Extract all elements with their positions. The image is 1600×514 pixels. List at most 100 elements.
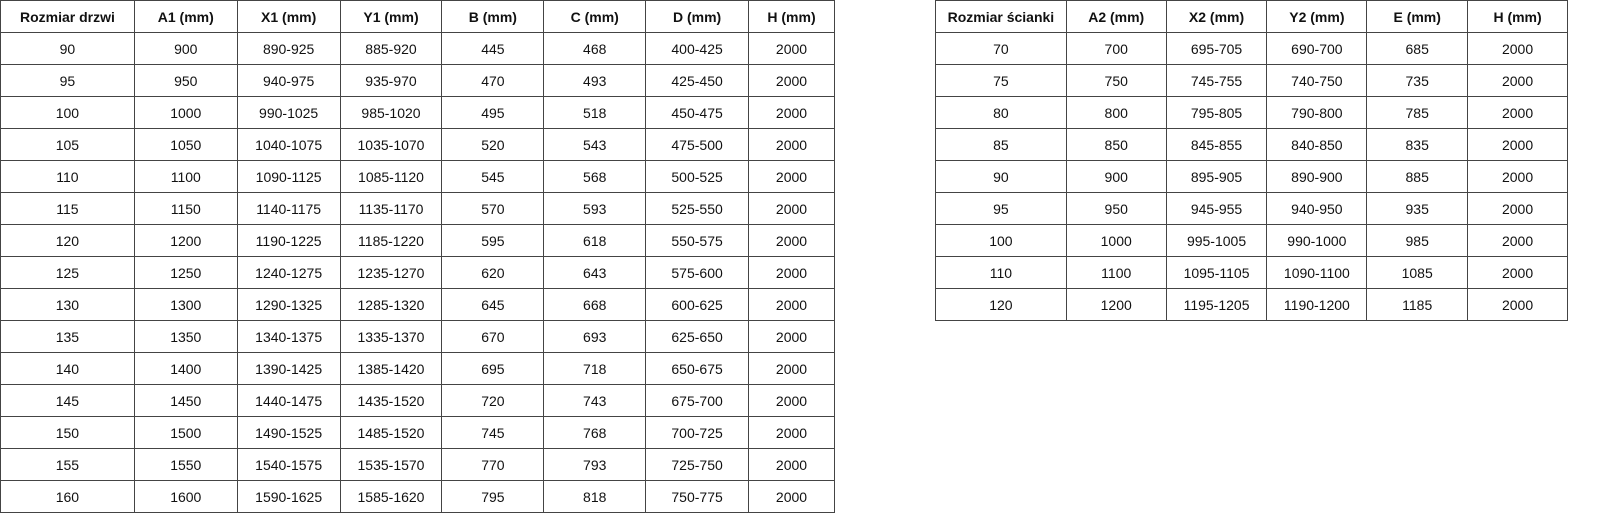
table-cell: 1135-1170 — [339, 192, 443, 225]
table-row: 90 900 895-905 890-900 885 2000 — [935, 160, 1568, 193]
table-cell: 1250 — [133, 256, 238, 289]
table-cell: 125 — [0, 256, 135, 289]
table-cell: 793 — [543, 448, 647, 481]
table-cell: 2000 — [748, 480, 835, 513]
table-cell: 80 — [935, 96, 1067, 129]
table-cell: 800 — [1065, 96, 1167, 129]
table-cell: 950 — [1065, 192, 1167, 225]
table-cell: 900 — [133, 32, 238, 65]
table-cell: 2000 — [748, 128, 835, 161]
table-cell: 1600 — [133, 480, 238, 513]
table-cell: 150 — [0, 416, 135, 449]
table-cell: 2000 — [748, 64, 835, 97]
table-cell: 845-855 — [1165, 128, 1268, 161]
table-cell: 550-575 — [645, 224, 750, 257]
table-cell: 493 — [543, 64, 647, 97]
table-cell: 2000 — [1467, 288, 1568, 321]
table-cell: 695 — [441, 352, 545, 385]
table-cell: 768 — [543, 416, 647, 449]
table-row: 95 950 940-975 935-970 470 493 425-450 2000 — [0, 64, 835, 97]
table-cell: 400-425 — [645, 32, 750, 65]
table-cell: 1300 — [133, 288, 238, 321]
column-header: H (mm) — [1467, 0, 1568, 33]
table-cell: 575-600 — [645, 256, 750, 289]
table-cell: 2000 — [748, 416, 835, 449]
table-cell: 618 — [543, 224, 647, 257]
table-cell: 2000 — [748, 96, 835, 129]
table-row: 105 1050 1040-1075 1035-1070 520 543 475-500 20… — [0, 128, 835, 161]
column-header: A1 (mm) — [133, 0, 238, 33]
table-cell: 160 — [0, 480, 135, 513]
table-cell: 1485-1520 — [339, 416, 443, 449]
table-cell: 120 — [0, 224, 135, 257]
table-row: 155 1550 1540-1575 1535-1570 770 793 725-750 20… — [0, 448, 835, 481]
table-header-row: Rozmiar drzwi A1 (mm) X1 (mm) Y1 (mm) B (mm)… — [0, 0, 835, 33]
table-cell: 95 — [935, 192, 1067, 225]
table-cell: 1290-1325 — [236, 288, 341, 321]
table-cell: 468 — [543, 32, 647, 65]
table-cell: 750 — [1065, 64, 1167, 97]
table-cell: 568 — [543, 160, 647, 193]
table-row: 130 1300 1290-1325 1285-1320 645 668 600-625 20… — [0, 288, 835, 321]
table-cell: 450-475 — [645, 96, 750, 129]
column-header: Rozmiar drzwi — [0, 0, 135, 33]
column-header: X2 (mm) — [1165, 0, 1268, 33]
table-cell: 595 — [441, 224, 545, 257]
table-cell: 990-1000 — [1266, 224, 1368, 257]
table-cell: 890-900 — [1266, 160, 1368, 193]
table-cell: 1095-1105 — [1165, 256, 1268, 289]
table-cell: 720 — [441, 384, 545, 417]
table-cell: 1085-1120 — [339, 160, 443, 193]
table-row: 90 900 890-925 885-920 445 468 400-425 2000 — [0, 32, 835, 65]
table-cell: 1050 — [133, 128, 238, 161]
table-cell: 2000 — [748, 384, 835, 417]
table-cell: 2000 — [1467, 224, 1568, 257]
table-cell: 670 — [441, 320, 545, 353]
table-cell: 1550 — [133, 448, 238, 481]
table-cell: 1140-1175 — [236, 192, 341, 225]
table-cell: 1150 — [133, 192, 238, 225]
column-header: E (mm) — [1366, 0, 1469, 33]
table-cell: 155 — [0, 448, 135, 481]
table-cell: 1085 — [1366, 256, 1469, 289]
table-row: 70 700 695-705 690-700 685 2000 — [935, 32, 1568, 65]
table-cell: 1200 — [133, 224, 238, 257]
table-cell: 570 — [441, 192, 545, 225]
table-cell: 90 — [0, 32, 135, 65]
table-cell: 100 — [0, 96, 135, 129]
table-cell: 700 — [1065, 32, 1167, 65]
table-cell: 1100 — [133, 160, 238, 193]
table-row: 140 1400 1390-1425 1385-1420 695 718 650-675 20… — [0, 352, 835, 385]
table-cell: 1390-1425 — [236, 352, 341, 385]
table-cell: 1090-1100 — [1266, 256, 1368, 289]
door-size-table: Rozmiar drzwi A1 (mm) X1 (mm) Y1 (mm) B (mm)… — [0, 0, 835, 513]
table-cell: 1450 — [133, 384, 238, 417]
table-cell: 650-675 — [645, 352, 750, 385]
table-cell: 525-550 — [645, 192, 750, 225]
table-cell: 105 — [0, 128, 135, 161]
column-header: B (mm) — [441, 0, 545, 33]
table-cell: 593 — [543, 192, 647, 225]
table-row: 100 1000 995-1005 990-1000 985 2000 — [935, 224, 1568, 257]
table-cell: 745-755 — [1165, 64, 1268, 97]
table-cell: 693 — [543, 320, 647, 353]
table-cell: 1000 — [133, 96, 238, 129]
table-cell: 795-805 — [1165, 96, 1268, 129]
table-cell: 935-970 — [339, 64, 443, 97]
table-header-row: Rozmiar ścianki A2 (mm) X2 (mm) Y2 (mm) E (m… — [935, 0, 1568, 33]
table-row: 150 1500 1490-1525 1485-1520 745 768 700-725 20… — [0, 416, 835, 449]
table-cell: 745 — [441, 416, 545, 449]
table-cell: 940-975 — [236, 64, 341, 97]
table-cell: 2000 — [1467, 32, 1568, 65]
table-row: 120 1200 1195-1205 1190-1200 1185 2000 — [935, 288, 1568, 321]
table-cell: 100 — [935, 224, 1067, 257]
table-cell: 900 — [1065, 160, 1167, 193]
table-row: 80 800 795-805 790-800 785 2000 — [935, 96, 1568, 129]
table-cell: 2000 — [1467, 160, 1568, 193]
table-cell: 620 — [441, 256, 545, 289]
table-cell: 1540-1575 — [236, 448, 341, 481]
table-cell: 1190-1225 — [236, 224, 341, 257]
table-cell: 770 — [441, 448, 545, 481]
table-cell: 2000 — [1467, 96, 1568, 129]
table-row: 120 1200 1190-1225 1185-1220 595 618 550-575 20… — [0, 224, 835, 257]
